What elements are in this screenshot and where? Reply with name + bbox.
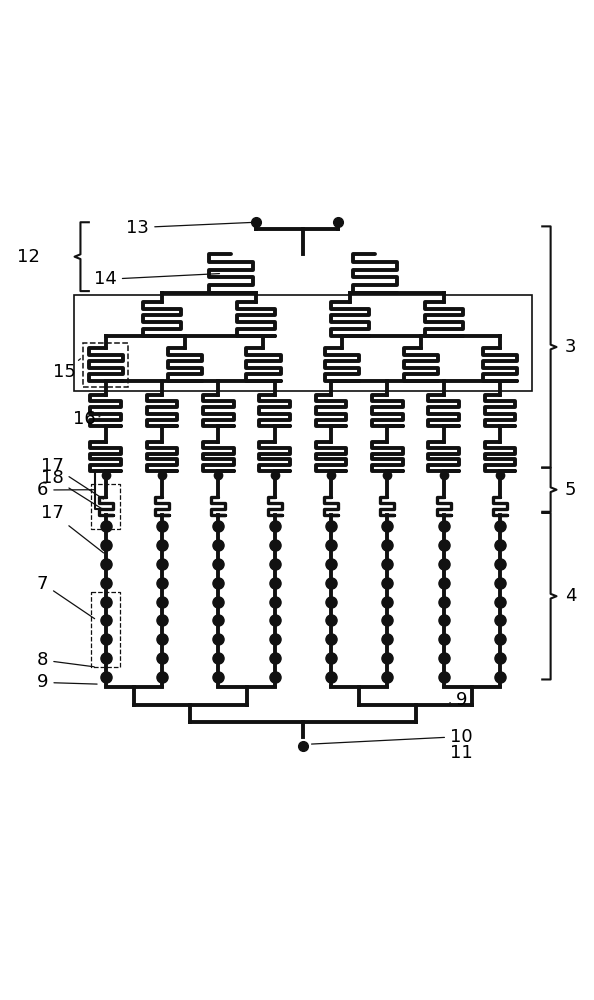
Text: 11: 11 <box>450 744 473 762</box>
Text: 8: 8 <box>37 651 94 669</box>
Text: 9: 9 <box>37 673 97 691</box>
Text: 10: 10 <box>311 728 473 746</box>
Text: 12: 12 <box>17 248 40 266</box>
Text: 5: 5 <box>565 481 576 499</box>
Text: 6: 6 <box>37 481 94 499</box>
Text: 4: 4 <box>565 587 576 605</box>
Text: 15: 15 <box>53 359 80 381</box>
Text: 9: 9 <box>450 691 467 709</box>
Text: 17: 17 <box>41 504 103 553</box>
Text: 17: 17 <box>41 457 103 499</box>
Bar <box>74 295 532 391</box>
Text: 3: 3 <box>565 338 576 356</box>
Text: 14: 14 <box>94 270 219 288</box>
Text: 7: 7 <box>37 575 94 619</box>
Bar <box>83 343 128 387</box>
Text: 13: 13 <box>127 219 253 237</box>
Text: 18: 18 <box>41 469 103 510</box>
Text: 16: 16 <box>74 410 100 428</box>
